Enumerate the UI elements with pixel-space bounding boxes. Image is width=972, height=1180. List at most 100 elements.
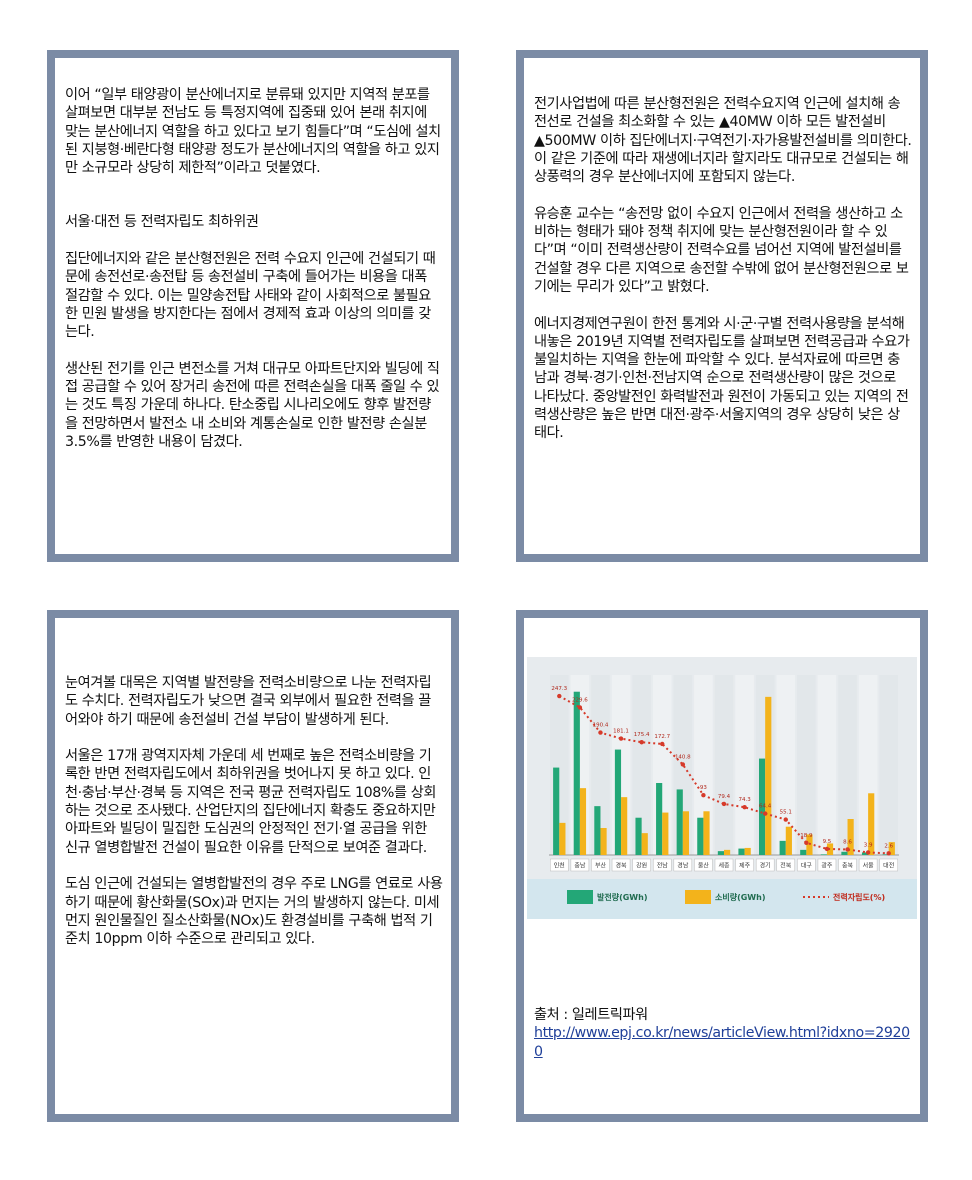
paragraph: 에너지경제연구원이 한전 통계와 시·군·구별 전력사용량을 분석해 내놓은 2… — [534, 315, 910, 442]
x-tick-label: 대구 — [801, 862, 813, 870]
data-label: 55.1 — [780, 810, 792, 816]
data-label: 8.6 — [843, 839, 852, 845]
data-label: 93 — [700, 785, 707, 791]
category-box — [858, 858, 878, 872]
bar — [861, 852, 869, 855]
line-point — [618, 736, 624, 741]
bar — [676, 789, 683, 855]
column-band — [838, 675, 857, 855]
x-tick-label: 인천 — [554, 862, 565, 870]
bar — [614, 749, 622, 855]
bar — [703, 811, 710, 855]
line-point — [762, 811, 768, 816]
line-point — [865, 850, 871, 855]
paragraph: 이어 “일부 태양광이 분산에너지로 분류돼 있지만 지역적 분포를 살펴보면 … — [65, 87, 441, 177]
line-point — [557, 693, 562, 699]
category-box — [570, 858, 590, 872]
panel: 247.3 229.6 190.4 181.1 175.4 172.7 140.8 93 79.… — [516, 610, 928, 1122]
category-box — [611, 858, 631, 872]
column-band — [632, 675, 651, 855]
bar — [662, 812, 669, 855]
line-point — [742, 805, 747, 810]
category-box — [550, 858, 569, 872]
bar — [779, 840, 786, 855]
panel-text: 눈여겨볼 대목은 지역별 발전량을 전력소비량으로 나눈 전력자립도 수치다. … — [65, 674, 443, 967]
bar — [600, 828, 607, 855]
bar — [847, 819, 854, 855]
bar — [820, 854, 827, 855]
column-band — [879, 675, 898, 855]
line-series — [558, 695, 889, 855]
line-point — [804, 840, 809, 846]
data-label: 79.4 — [718, 794, 731, 800]
bar — [738, 848, 745, 855]
bar — [697, 817, 704, 855]
bar — [888, 842, 895, 855]
bar — [656, 783, 663, 855]
x-tick-label: 강원 — [636, 862, 647, 870]
data-label: 140.8 — [675, 754, 691, 760]
panel: 이어 “일부 태양광이 분산에너지로 분류돼 있지만 지역적 분포를 살펴보면 … — [47, 50, 459, 562]
line-point — [824, 846, 830, 852]
bar — [717, 851, 724, 855]
bar — [800, 849, 807, 855]
category-box — [714, 858, 734, 872]
legend-swatch — [567, 890, 593, 904]
x-tick-label: 대전 — [883, 862, 894, 870]
column-band — [817, 675, 837, 855]
x-tick-label: 전북 — [780, 862, 792, 870]
category-box — [879, 858, 898, 872]
column-band — [735, 675, 754, 855]
paragraph: 집단에너지와 같은 분산형전원은 전력 수요지 인근에 건설되기 때문에 송전선… — [65, 251, 436, 341]
data-label: 175.4 — [634, 732, 650, 738]
bar — [841, 851, 848, 855]
x-tick-label: 충남 — [574, 862, 586, 870]
category-box — [797, 858, 816, 872]
category-box — [817, 858, 837, 872]
bar — [882, 854, 889, 855]
source-block: 출처 : 일레트릭파워 http://www.epj.co.kr/news/ar… — [534, 1006, 912, 1061]
panel-text: 이어 “일부 태양광이 분산에너지로 분류돼 있지만 지역적 분포를 살펴보면 … — [65, 86, 443, 470]
x-tick-label: 경남 — [677, 862, 689, 870]
paragraph: 도심 인근에 건설되는 열병합발전의 경우 주로 LNG를 연료로 사용하기 때… — [65, 876, 443, 948]
bar — [759, 758, 766, 855]
legend-label: 소비량(GWh) — [715, 892, 765, 902]
x-tick-label: 광주 — [821, 863, 833, 870]
line-point — [598, 730, 603, 735]
x-tick-label: 제주 — [739, 862, 751, 870]
panel: 전기사업법에 따른 분산형전원은 전력수요지역 인근에 설치해 송전선로 건설을… — [516, 50, 928, 562]
source: 출처 : 일레트릭파워 — [534, 1007, 648, 1023]
x-tick-label: 서울 — [863, 862, 875, 870]
source-link[interactable]: http://www.epj.co.kr/news/articleView.ht… — [534, 1025, 910, 1060]
data-label: 172.7 — [654, 734, 670, 740]
data-label: 3.9 — [864, 842, 873, 848]
x-tick-label: 경북 — [616, 863, 628, 870]
data-label: 74.3 — [738, 797, 751, 803]
x-tick-label: 전남 — [657, 862, 669, 870]
category-box — [632, 858, 651, 872]
paragraph: 전기사업법에 따른 분산형전원은 전력수요지역 인근에 설치해 송전선로 건설을… — [534, 96, 912, 186]
paragraph: 서울은 17개 광역지자체 가운데 세 번째로 높은 전력소비량을 기록한 반면… — [65, 748, 437, 856]
line-point — [845, 847, 850, 852]
panel-text: 전기사업법에 따른 분산형전원은 전력수요지역 인근에 설치해 송전선로 건설을… — [534, 95, 912, 461]
bar — [682, 811, 689, 855]
line-point — [886, 851, 891, 856]
bar — [641, 833, 648, 855]
bar — [579, 788, 587, 855]
x-tick-label: 울산 — [698, 862, 710, 870]
bar — [621, 797, 628, 855]
chart: 247.3 229.6 190.4 181.1 175.4 172.7 140.8 93 79.… — [527, 657, 917, 919]
x-tick-label: 부산 — [595, 862, 607, 870]
data-label: 247.3 — [551, 686, 567, 692]
x-tick-label: 세종 — [718, 862, 730, 870]
line-point — [577, 705, 583, 710]
data-label: 229.6 — [572, 697, 588, 703]
column-band — [714, 675, 734, 855]
bar — [559, 822, 566, 855]
column-band — [858, 675, 878, 855]
bar — [765, 696, 772, 855]
bar — [744, 847, 751, 855]
paragraph: 생산된 전기를 인근 변전소를 거쳐 대규모 아파트단지와 빌딩에 직접 공급할… — [65, 360, 440, 451]
data-label: 18.9 — [800, 833, 813, 839]
column-band — [694, 675, 713, 855]
